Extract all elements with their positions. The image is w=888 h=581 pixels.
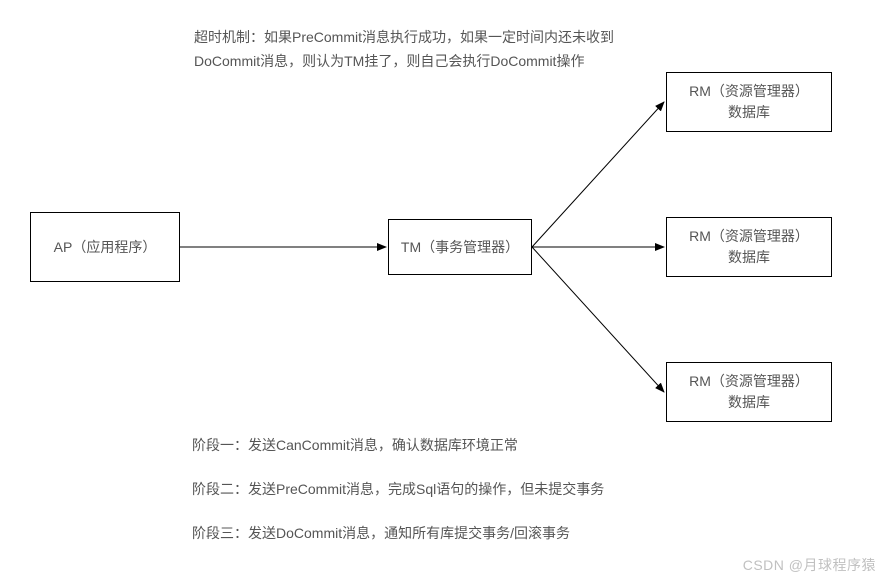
node-rm2: RM（资源管理器） 数据库	[666, 217, 832, 277]
node-rm3-line2: 数据库	[728, 392, 770, 413]
node-rm2-line1: RM（资源管理器）	[689, 226, 809, 247]
node-rm3-line1: RM（资源管理器）	[689, 371, 809, 392]
node-rm3: RM（资源管理器） 数据库	[666, 362, 832, 422]
caption-top: 超时机制：如果PreCommit消息执行成功，如果一定时间内还未收到 DoCom…	[194, 26, 614, 74]
caption-phase2: 阶段二：发送PreCommit消息，完成Sql语句的操作，但未提交事务	[192, 478, 604, 502]
node-rm1: RM（资源管理器） 数据库	[666, 72, 832, 132]
caption-top-line2: DoCommit消息，则认为TM挂了，则自己会执行DoCommit操作	[194, 50, 614, 74]
node-tm: TM（事务管理器）	[388, 219, 532, 275]
node-rm2-line2: 数据库	[728, 247, 770, 268]
watermark: CSDN @月球程序猿	[743, 555, 876, 575]
node-ap: AP（应用程序）	[30, 212, 180, 282]
caption-phase1: 阶段一：发送CanCommit消息，确认数据库环境正常	[192, 434, 518, 458]
edge-tm-rm3	[532, 247, 664, 392]
edge-tm-rm1	[532, 102, 664, 247]
caption-top-line1: 超时机制：如果PreCommit消息执行成功，如果一定时间内还未收到	[194, 26, 614, 50]
node-rm1-line2: 数据库	[728, 102, 770, 123]
node-tm-label: TM（事务管理器）	[401, 237, 519, 258]
node-ap-label: AP（应用程序）	[54, 237, 157, 258]
node-rm1-line1: RM（资源管理器）	[689, 81, 809, 102]
caption-phase3: 阶段三：发送DoCommit消息，通知所有库提交事务/回滚事务	[192, 522, 570, 546]
